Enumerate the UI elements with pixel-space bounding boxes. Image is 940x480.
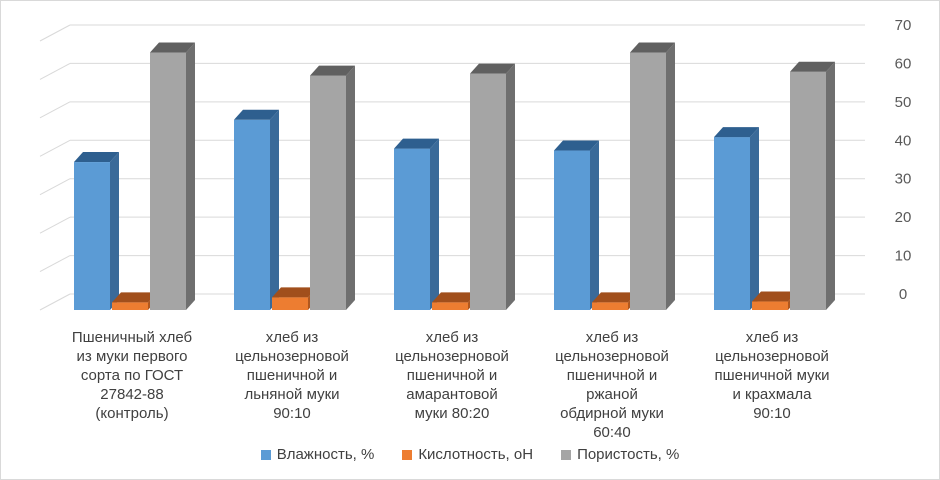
category-label: пшеничной муки xyxy=(714,367,829,384)
bar-top xyxy=(554,140,599,151)
category-label: пшеничной и xyxy=(247,367,338,384)
bar-side xyxy=(186,42,195,311)
bar-top xyxy=(790,61,835,72)
category-label: 27842-88 xyxy=(100,386,163,403)
y-tick-label: 20 xyxy=(895,209,912,226)
bar-side xyxy=(110,152,119,310)
category-label: муки 80:20 xyxy=(415,405,490,422)
bar-side xyxy=(346,65,355,310)
legend-item: Кислотность, оН xyxy=(402,446,533,463)
bar-top xyxy=(432,292,477,303)
bar-top xyxy=(714,127,759,138)
legend-label: Пористость, % xyxy=(577,446,680,463)
y-tick-label: 50 xyxy=(895,94,912,111)
bar xyxy=(432,302,468,310)
bar xyxy=(150,52,186,311)
category-label: сорта по ГОСТ xyxy=(81,367,183,384)
bar xyxy=(752,301,788,310)
category-label: обдирной муки xyxy=(560,405,664,422)
bar-top xyxy=(150,42,195,53)
gridline-diagonal xyxy=(39,178,71,196)
bar xyxy=(554,150,590,310)
bar-top xyxy=(394,138,439,149)
bar-top xyxy=(592,292,637,303)
bar-top xyxy=(234,109,279,120)
bar-side xyxy=(506,63,515,310)
category-label: цельнозерновой xyxy=(235,348,349,365)
bar xyxy=(234,119,270,311)
category-label: пшеничной и xyxy=(567,367,658,384)
category-label: и крахмала xyxy=(732,386,812,403)
bar-side xyxy=(826,61,835,310)
y-tick-label: 10 xyxy=(895,248,912,265)
bar xyxy=(470,73,506,311)
bar xyxy=(112,302,148,310)
bar xyxy=(272,297,308,310)
legend-item: Влажность, % xyxy=(260,446,375,463)
bar xyxy=(592,302,628,310)
category-label: 90:10 xyxy=(273,405,311,422)
bar-top xyxy=(752,291,797,302)
y-tick-label: 0 xyxy=(899,286,907,303)
category-label: Пшеничный хлеб xyxy=(72,329,192,346)
gridline-diagonal xyxy=(39,62,71,80)
legend-swatch xyxy=(561,449,572,460)
category-label: хлеб из xyxy=(746,329,799,346)
category-label: пшеничной и xyxy=(407,367,498,384)
y-tick-label: 70 xyxy=(895,17,912,34)
bar xyxy=(714,137,750,310)
bar xyxy=(630,52,666,311)
gridline-diagonal xyxy=(39,24,71,42)
category-label: амарантовой xyxy=(406,386,498,403)
bar-top xyxy=(310,65,355,76)
legend-swatch xyxy=(402,449,413,460)
bar-top xyxy=(112,292,157,303)
category-label: льняной муки xyxy=(244,386,339,403)
gridline-diagonal xyxy=(39,101,71,119)
bar xyxy=(394,148,430,310)
bar-side xyxy=(590,140,599,310)
y-tick-label: 40 xyxy=(895,132,912,149)
legend-item: Пористость, % xyxy=(561,446,679,463)
category-label: цельнозерновой xyxy=(395,348,509,365)
bar-top xyxy=(470,63,515,74)
category-label: хлеб из xyxy=(266,329,319,346)
bar-side xyxy=(270,109,279,311)
bar-side xyxy=(666,42,675,311)
category-label: 60:40 xyxy=(593,424,631,441)
bar-top xyxy=(272,287,317,298)
bar xyxy=(310,75,346,310)
bar xyxy=(790,71,826,310)
category-label: (контроль) xyxy=(95,405,168,422)
legend-label: Влажность, % xyxy=(276,446,375,463)
category-label: ржаной xyxy=(586,386,638,403)
category-label: 90:10 xyxy=(753,405,791,422)
legend-label: Кислотность, оН xyxy=(418,446,534,463)
category-label: хлеб из xyxy=(586,329,639,346)
category-label: цельнозерновой xyxy=(555,348,669,365)
bar xyxy=(74,162,110,310)
bar-top xyxy=(630,42,675,53)
category-label: цельнозерновой xyxy=(715,348,829,365)
gridline-diagonal xyxy=(39,139,71,157)
category-label: из муки первого xyxy=(77,348,188,365)
bar-side xyxy=(430,138,439,310)
bar-top xyxy=(74,152,119,163)
gridline-diagonal xyxy=(39,216,71,234)
category-label: хлеб из xyxy=(426,329,479,346)
gridline-diagonal xyxy=(39,255,71,273)
bar-side xyxy=(750,127,759,310)
y-tick-label: 30 xyxy=(895,171,912,188)
chart-legend: Влажность, % Кислотность, оН Пористость, % xyxy=(0,446,940,463)
gridline-diagonal xyxy=(39,293,71,311)
legend-swatch xyxy=(260,449,271,460)
y-tick-label: 60 xyxy=(895,55,912,72)
